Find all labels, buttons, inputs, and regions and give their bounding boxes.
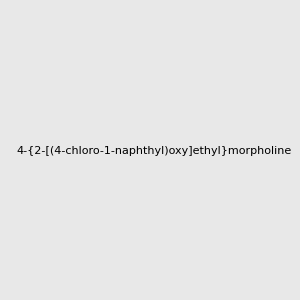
Text: 4-{2-[(4-chloro-1-naphthyl)oxy]ethyl}morpholine: 4-{2-[(4-chloro-1-naphthyl)oxy]ethyl}mor…: [16, 146, 291, 157]
